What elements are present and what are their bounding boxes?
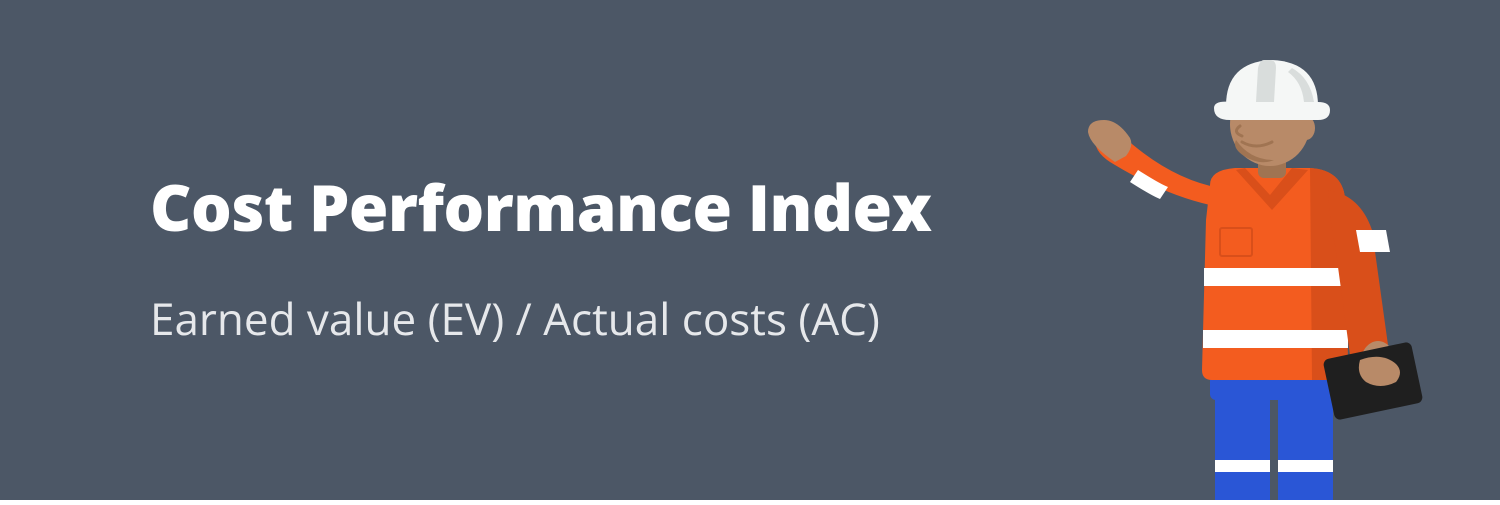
worker-svg (1060, 20, 1440, 500)
worker-illustration (1060, 20, 1440, 500)
pants-right-stripe (1278, 460, 1333, 472)
hardhat-icon (1214, 60, 1330, 120)
shirt-stripe-2 (1203, 330, 1348, 348)
cpi-banner: Cost Performance Index Earned value (EV)… (0, 0, 1500, 500)
shirt-stripe-1 (1204, 268, 1348, 286)
arm-raised (1088, 120, 1220, 205)
pants-left-stripe (1215, 460, 1270, 472)
